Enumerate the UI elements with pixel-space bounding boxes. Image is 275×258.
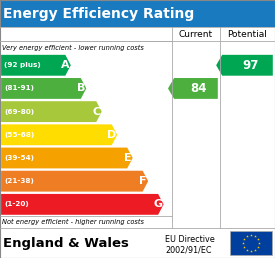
- Text: B: B: [76, 83, 85, 93]
- Text: Very energy efficient - lower running costs: Very energy efficient - lower running co…: [2, 44, 144, 51]
- Polygon shape: [1, 55, 71, 76]
- Text: Potential: Potential: [228, 30, 267, 39]
- Text: Current: Current: [179, 30, 213, 39]
- Text: (81-91): (81-91): [4, 85, 34, 91]
- Polygon shape: [168, 78, 218, 99]
- Text: G: G: [153, 199, 162, 209]
- Text: F: F: [139, 176, 147, 186]
- Bar: [0, 0, 275, 27]
- Text: (1-20): (1-20): [4, 201, 29, 207]
- Text: (21-38): (21-38): [4, 178, 34, 184]
- Text: Energy Efficiency Rating: Energy Efficiency Rating: [3, 6, 194, 21]
- Bar: [0, 228, 275, 258]
- Text: E: E: [124, 153, 131, 163]
- Text: 97: 97: [242, 59, 258, 72]
- Bar: [230, 231, 272, 255]
- Polygon shape: [1, 148, 133, 168]
- Text: 2002/91/EC: 2002/91/EC: [165, 246, 211, 255]
- Polygon shape: [1, 101, 102, 122]
- Text: (55-68): (55-68): [4, 132, 35, 138]
- Polygon shape: [1, 78, 86, 99]
- Text: D: D: [107, 130, 116, 140]
- Text: England & Wales: England & Wales: [3, 237, 129, 250]
- Text: C: C: [92, 107, 100, 117]
- Text: 84: 84: [190, 82, 207, 95]
- Polygon shape: [216, 55, 273, 76]
- Text: (39-54): (39-54): [4, 155, 34, 161]
- Text: Not energy efficient - higher running costs: Not energy efficient - higher running co…: [2, 219, 144, 225]
- Text: (92 plus): (92 plus): [4, 62, 41, 68]
- Polygon shape: [1, 171, 148, 192]
- Text: EU Directive: EU Directive: [165, 235, 215, 244]
- Polygon shape: [1, 124, 117, 145]
- Text: (69-80): (69-80): [4, 109, 35, 115]
- Polygon shape: [1, 194, 164, 215]
- Text: A: A: [61, 60, 69, 70]
